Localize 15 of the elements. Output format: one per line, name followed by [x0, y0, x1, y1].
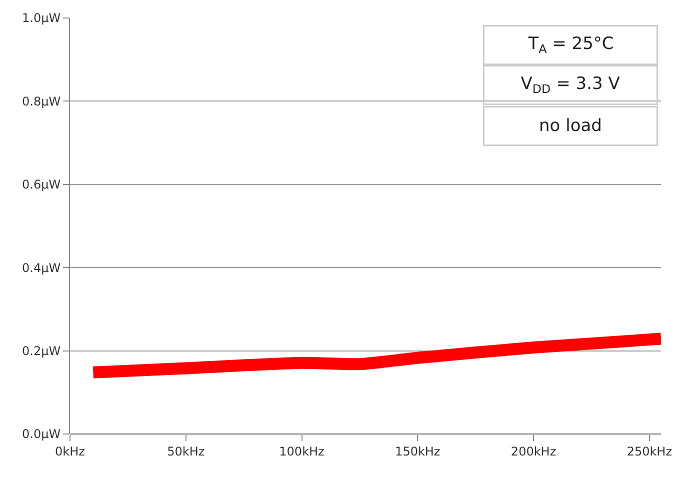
x-tick-label: 150kHz: [395, 444, 440, 458]
annotation: no load: [539, 116, 602, 136]
annotation: V$_{DD}$ = 3.3 V: [520, 74, 620, 96]
x-tick-label: 50kHz: [167, 444, 205, 458]
y-tick-label: 0.0µW: [22, 427, 61, 442]
x-tick-label: 100kHz: [279, 444, 324, 458]
x-tick-label: 250kHz: [626, 444, 672, 458]
x-tick-label: 200kHz: [510, 444, 556, 458]
annotation: T$_{A}$ = 25°C: [527, 34, 614, 56]
x-tick-label: 0kHz: [55, 444, 85, 458]
y-tick-label: 0.4µW: [22, 260, 61, 275]
y-tick-label: 0.8µW: [22, 94, 61, 108]
y-tick-label: 0.6µW: [22, 178, 61, 192]
y-tick-label: 1.0µW: [22, 11, 61, 26]
y-tick-label: 0.2µW: [22, 344, 61, 358]
